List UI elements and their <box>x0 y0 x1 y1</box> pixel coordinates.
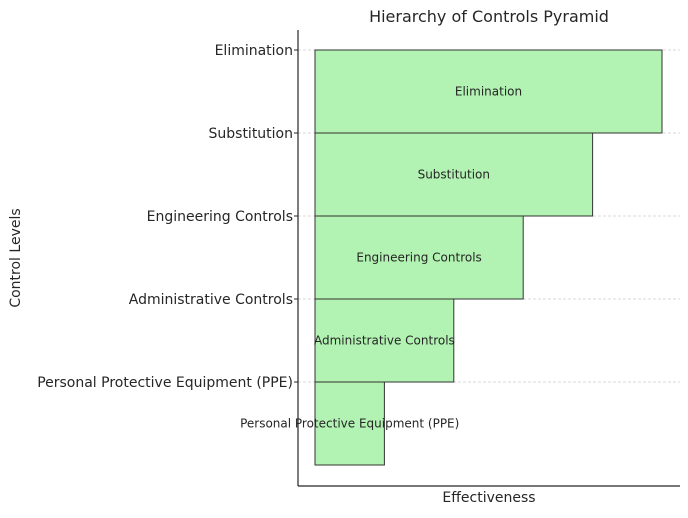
bar-label: Engineering Controls <box>356 251 481 265</box>
bar <box>314 381 385 466</box>
bars-layer <box>314 49 663 466</box>
bar-label: Administrative Controls <box>314 334 455 348</box>
bar-labels-layer: Elimination Substitution Engineering Contr… <box>240 85 522 431</box>
bar-label: Elimination <box>455 85 522 99</box>
bar <box>314 49 663 134</box>
ticks-layer: Elimination Substitution Engineering Contr… <box>37 43 298 391</box>
y-tick-label: Administrative Controls <box>129 292 293 308</box>
y-axis-label: Control Levels <box>8 208 24 307</box>
x-axis-label: Effectiveness <box>442 490 535 506</box>
y-tick-label: Personal Protective Equipment (PPE) <box>37 375 293 391</box>
bar-label: Substitution <box>418 168 490 182</box>
bar <box>314 298 455 383</box>
chart-title: Hierarchy of Controls Pyramid <box>369 7 609 26</box>
bar <box>314 215 524 300</box>
y-tick-label: Elimination <box>215 43 293 59</box>
y-tick-label: Substitution <box>209 126 294 142</box>
y-tick-label: Engineering Controls <box>147 209 293 225</box>
bar-label: Personal Protective Equipment (PPE) <box>240 417 459 431</box>
